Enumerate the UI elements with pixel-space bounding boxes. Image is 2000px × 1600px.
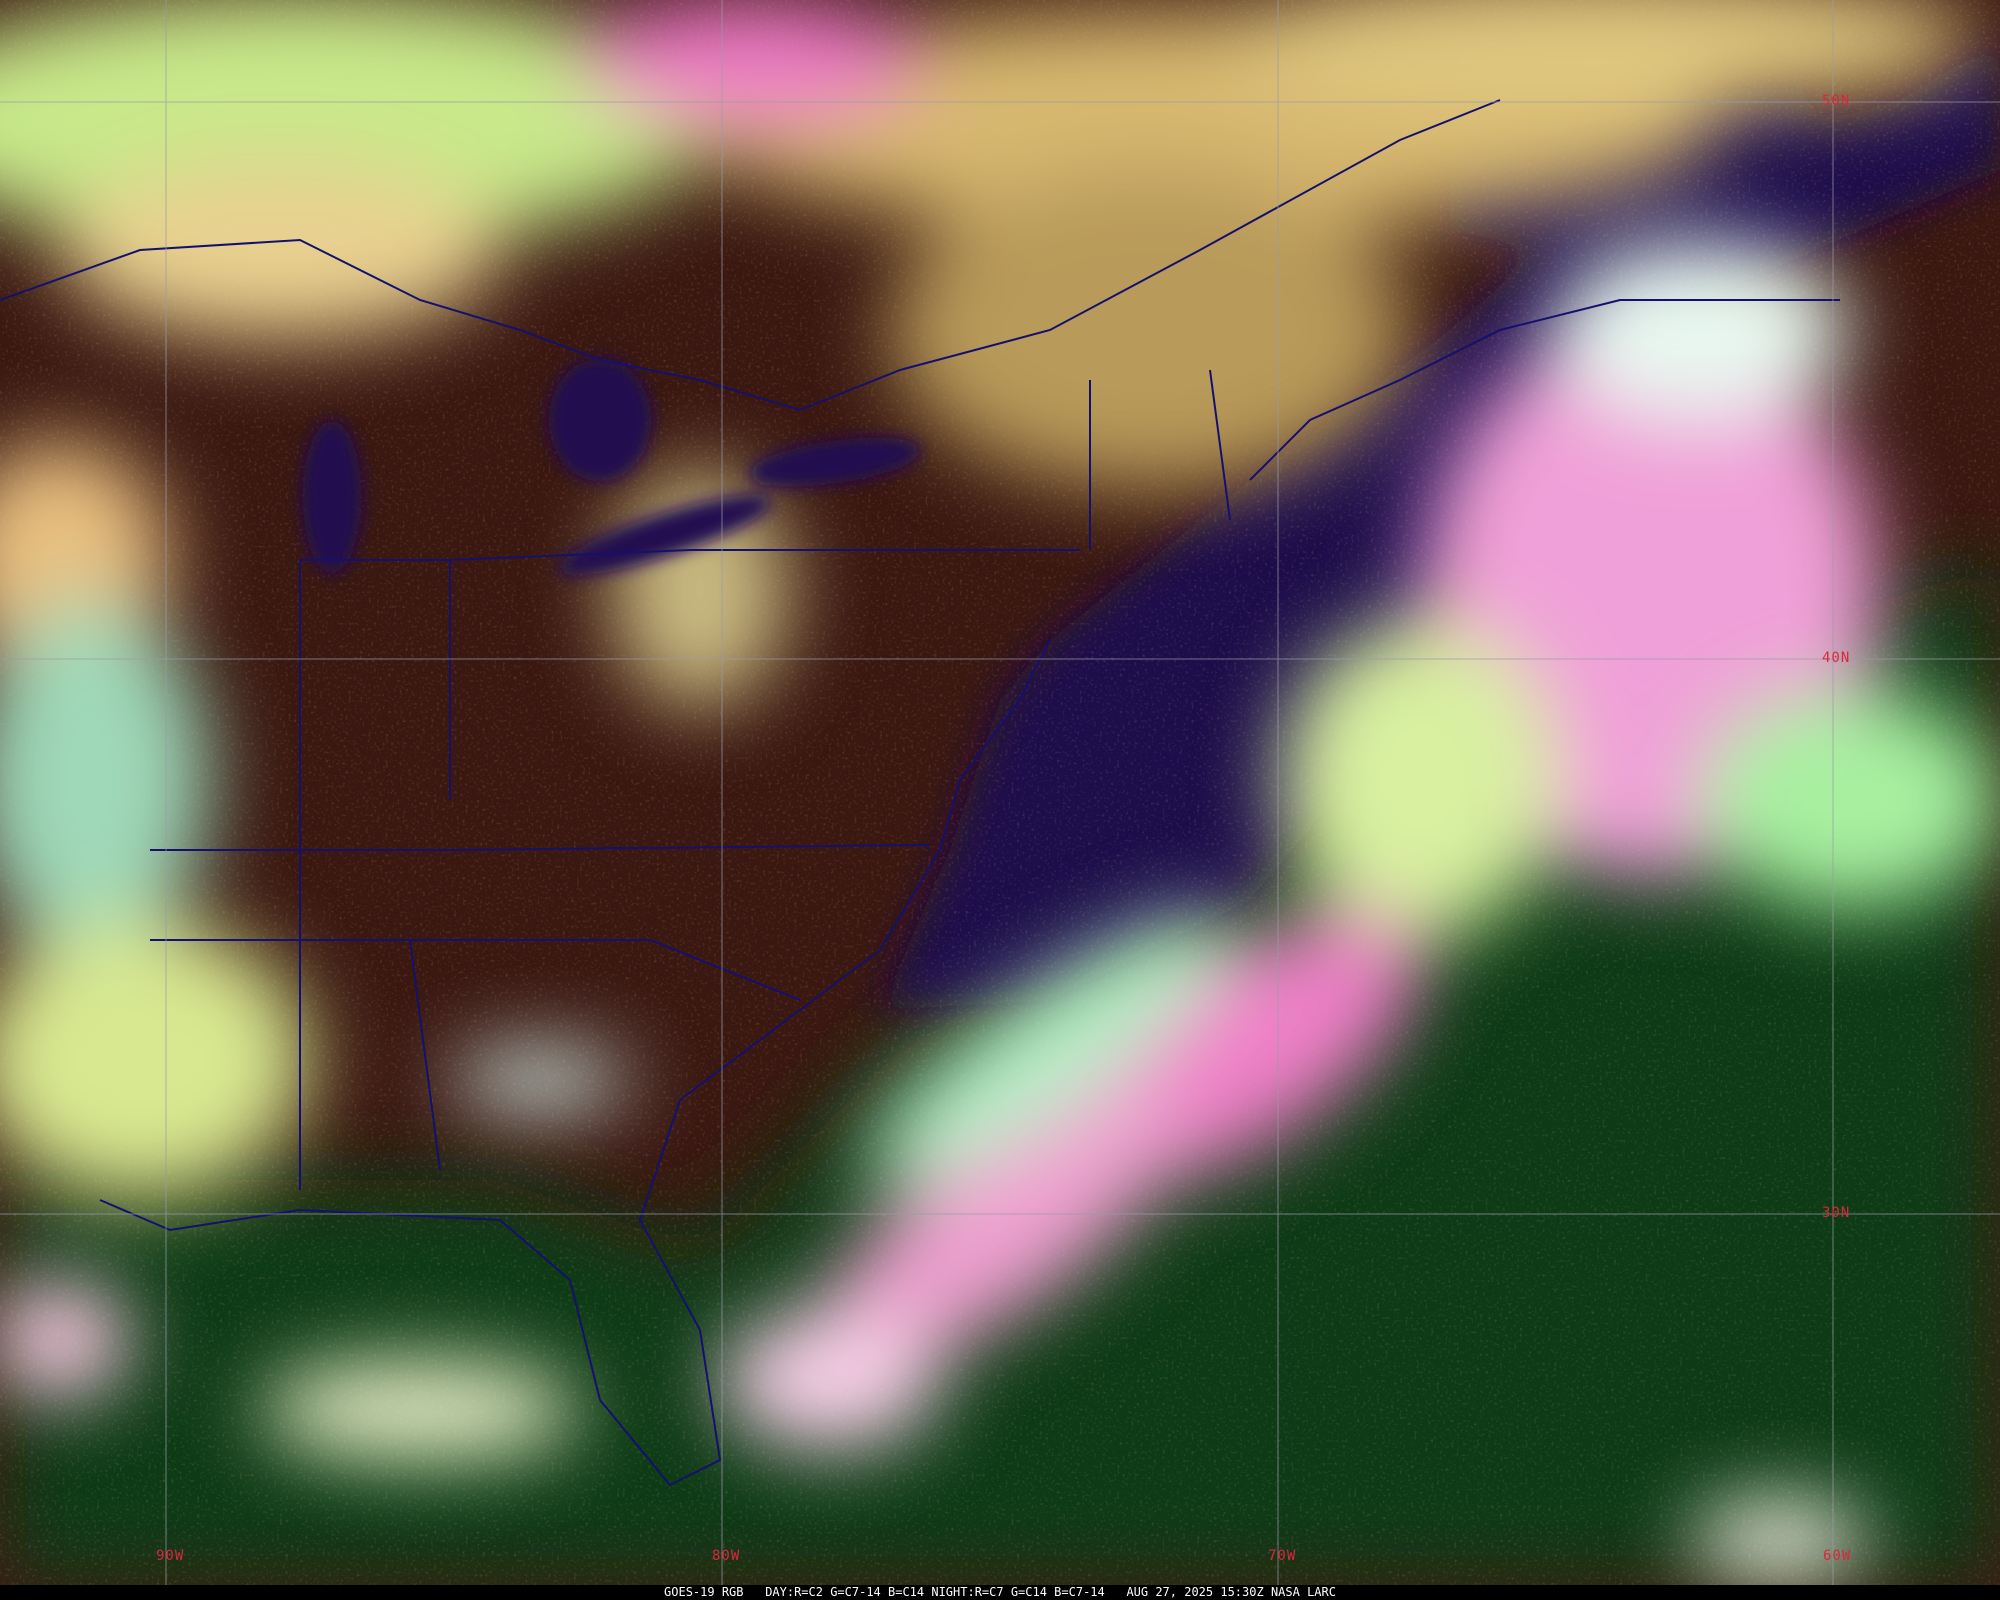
- product-name: GOES-19 RGB: [664, 1585, 744, 1599]
- lat-label-40n: 40N: [1822, 650, 1851, 666]
- credit: NASA LARC: [1270, 1585, 1336, 1599]
- image-caption-bar: GOES-19 RGB DAY:R=C2 G=C7-14 B=C14 NIGHT…: [0, 1585, 2000, 1600]
- timestamp: AUG 27, 2025 15:30Z: [1126, 1585, 1264, 1599]
- lon-label-90w: 90W: [156, 1548, 185, 1564]
- lon-label-80w: 80W: [712, 1548, 741, 1564]
- lat-label-50n: 50N: [1822, 93, 1851, 109]
- band-combination: DAY:R=C2 G=C7-14 B=C14 NIGHT:R=C7 G=C14 …: [765, 1585, 1105, 1599]
- great-lakes: [303, 359, 921, 575]
- lon-label-60w: 60W: [1823, 1548, 1852, 1564]
- lon-label-70w: 70W: [1268, 1548, 1297, 1564]
- lat-label-30n: 30N: [1822, 1205, 1851, 1221]
- political-boundaries: [0, 99, 1840, 1487]
